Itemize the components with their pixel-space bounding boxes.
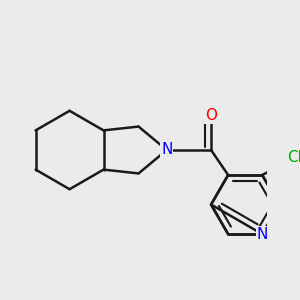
Text: Cl: Cl — [287, 151, 300, 166]
Text: N: N — [161, 142, 172, 158]
Text: N: N — [256, 226, 268, 242]
Text: O: O — [205, 108, 217, 123]
